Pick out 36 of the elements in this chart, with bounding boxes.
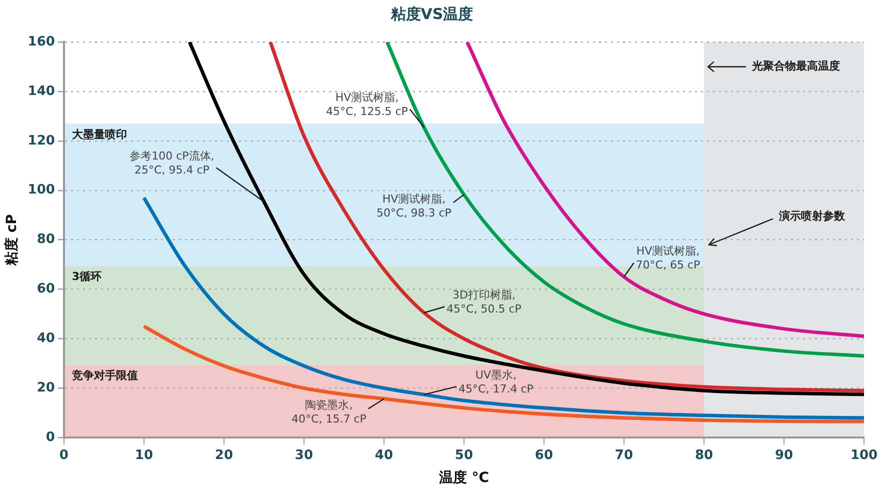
x-tick-label: 60	[534, 448, 554, 463]
band-label: 竞争对手限值	[70, 369, 138, 382]
annotation: UV墨水, 45°C, 17.4 cP	[458, 368, 534, 396]
x-tick-label: 40	[374, 448, 394, 463]
x-tick-label: 10	[134, 448, 153, 463]
band-label: 大墨量喷印	[72, 128, 127, 141]
y-tick-label: 120	[28, 133, 55, 148]
annotation: 陶瓷墨水, 40°C, 15.7 cP	[292, 398, 367, 426]
annotation: HV测试树脂, 70°C, 65 cP	[636, 244, 701, 272]
y-tick-label: 40	[36, 331, 55, 346]
x-tick-label: 80	[694, 448, 714, 463]
y-tick-label: 80	[36, 232, 55, 248]
y-tick-label: 140	[28, 84, 55, 99]
annotation: HV测试树脂, 45°C, 125.5 cP	[326, 91, 408, 118]
y-tick-label: 20	[36, 380, 55, 396]
y-axis-title: 粘度 cP	[3, 214, 20, 267]
band-label: 3循环	[72, 270, 102, 284]
x-tick-label: 90	[774, 448, 794, 463]
y-tick-label: 0	[46, 430, 55, 445]
annotation: 演示喷射参数	[778, 210, 846, 223]
line-series	[142, 324, 864, 424]
x-axis-title: 温度 °C	[438, 469, 490, 486]
x-tick-label: 30	[294, 448, 313, 463]
annotation: HV测试树脂, 50°C, 98.3 cP	[376, 192, 452, 220]
x-tick-label: 100	[850, 448, 878, 463]
annotation: 参考100 cP流体, 25°C, 95.4 cP	[130, 150, 214, 177]
x-tick-label: 50	[454, 448, 474, 463]
y-tick-label: 60	[36, 282, 55, 297]
y-tick-label: 100	[28, 182, 55, 198]
x-tick-label: 20	[214, 448, 233, 463]
x-tick-label: 70	[614, 448, 634, 463]
y-tick-label: 160	[28, 34, 55, 50]
chart-title: 粘度VS温度	[390, 4, 474, 23]
annotation: 光聚合物最高温度	[750, 60, 840, 73]
x-tick-label: 0	[59, 448, 68, 463]
annotation: 3D打印树脂, 45°C, 50.5 cP	[446, 288, 522, 316]
